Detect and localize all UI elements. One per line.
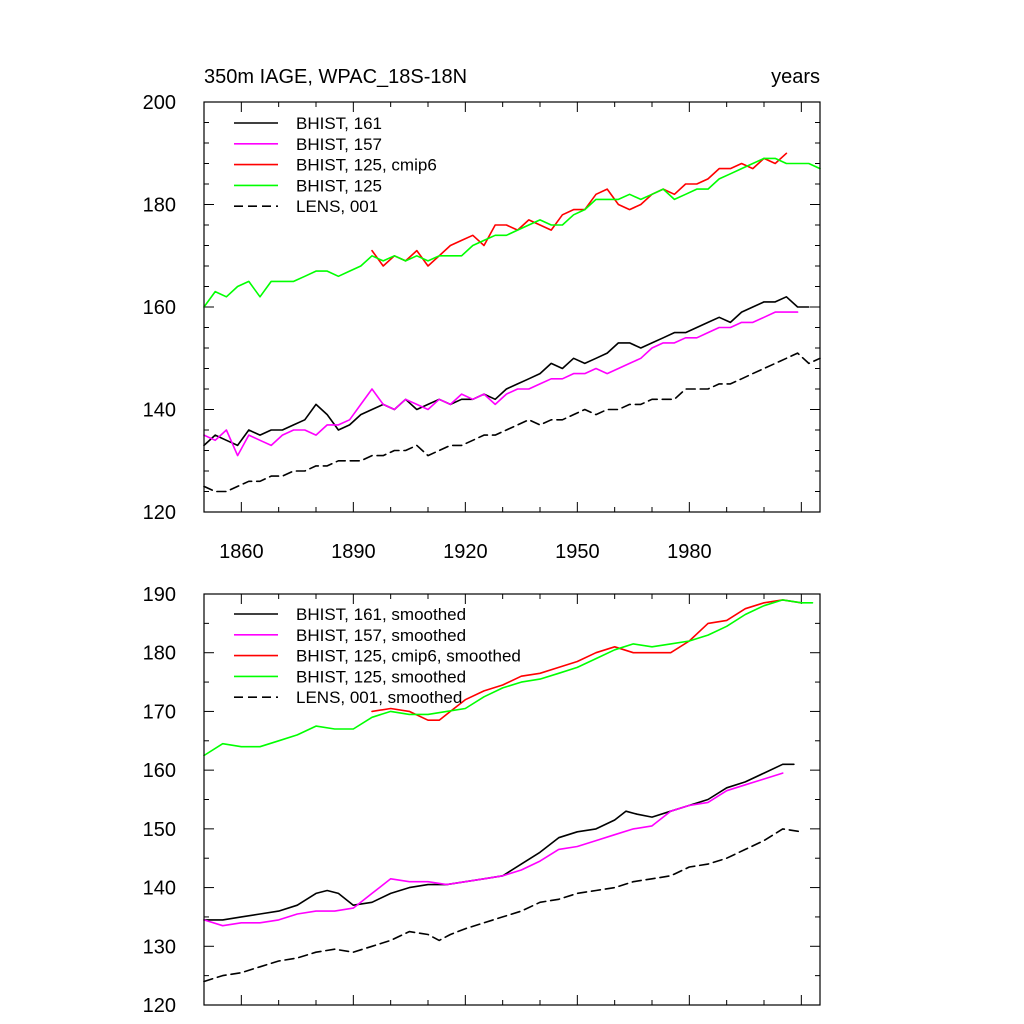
y-tick-label: 160: [143, 297, 176, 319]
top-series-line-3: [371, 152, 788, 267]
top-chart-units: years: [771, 66, 820, 88]
top-legend-label-2: BHIST, 157: [296, 135, 382, 154]
bottom-legend-label-2: BHIST, 157, smoothed: [296, 626, 466, 645]
top-chart-title: 350m IAGE, WPAC_18S-18N: [204, 66, 467, 88]
y-tick-label: 180: [143, 195, 176, 217]
bottom-series-line-4: [203, 599, 814, 757]
bottom-legend-label-1: BHIST, 161, smoothed: [296, 605, 466, 624]
top-series-line-4: [203, 157, 821, 308]
top-chart-ticks: 1860 1890 1920 1950 1980 120 140 160 180 200: [143, 92, 820, 563]
bottom-chart-panel: 120 130 140 150 160 170 180 190 BHIST, 161, smo…: [143, 584, 821, 1017]
top-chart-legend: BHIST, 161 BHIST, 157 BHIST, 125, cmip6BHI…: [234, 114, 437, 216]
bottom-legend-label-4: BHIST, 125, smoothed: [296, 667, 466, 686]
top-chart-series: [203, 152, 821, 493]
bottom-chart-legend: BHIST, 161, smoothed BHIST, 157, smoothed…: [234, 605, 521, 707]
y-tick-label: 150: [143, 819, 176, 841]
y-tick-label: 170: [143, 701, 176, 723]
bottom-chart-frame: [203, 593, 821, 1006]
bottom-legend-label-5: LENS, 001, smoothed: [296, 688, 462, 707]
y-tick-label: 190: [143, 584, 176, 606]
bottom-series-line-3: [371, 599, 803, 722]
top-legend-label-5: LENS, 001: [296, 197, 378, 216]
top-chart-frame: [203, 101, 821, 513]
top-series-line-5: [203, 352, 821, 493]
x-tick-label: 1860: [219, 541, 264, 563]
y-tick-label: 140: [143, 400, 176, 422]
x-tick-label: 1950: [555, 541, 600, 563]
bottom-chart-series: [203, 599, 814, 983]
x-tick-label: 1980: [667, 541, 712, 563]
bottom-series-line-2: [203, 772, 784, 927]
bottom-series-line-1: [203, 763, 795, 921]
y-tick-label: 140: [143, 878, 176, 900]
top-series-line-2: [203, 311, 799, 457]
x-tick-label: 1890: [331, 541, 376, 563]
top-series-line-1: [203, 295, 810, 447]
y-tick-label: 120: [143, 995, 176, 1017]
y-tick-label: 120: [143, 502, 176, 524]
x-tick-label: 1920: [443, 541, 488, 563]
bottom-series-line-5: [203, 828, 803, 983]
y-tick-label: 130: [143, 936, 176, 958]
top-legend-label-1: BHIST, 161: [296, 114, 382, 133]
top-legend-label-4: BHIST, 125: [296, 176, 382, 195]
y-tick-label: 160: [143, 760, 176, 782]
top-legend-label-3: BHIST, 125, cmip6: [296, 156, 437, 175]
top-chart-panel: 350m IAGE, WPAC_18S-18N years 1860 1890 19…: [143, 66, 821, 563]
y-tick-label: 180: [143, 643, 176, 665]
y-tick-label: 200: [143, 92, 176, 114]
bottom-legend-label-3: BHIST, 125, cmip6, smoothed: [296, 647, 521, 666]
